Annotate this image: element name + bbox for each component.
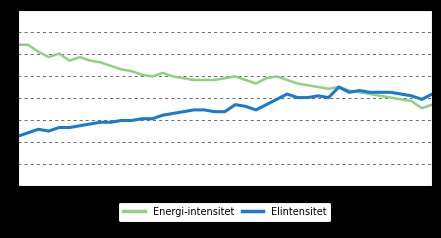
Legend: Energi-intensitet, Elintensitet: Energi-intensitet, Elintensitet: [119, 202, 331, 222]
